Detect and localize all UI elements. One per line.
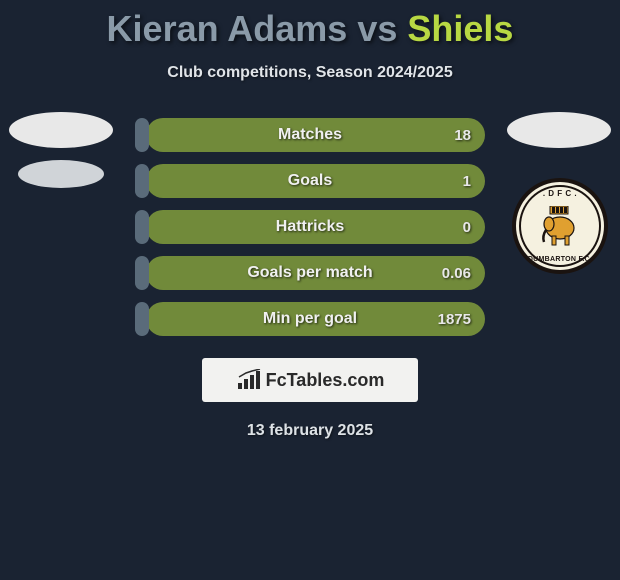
player1-avatar	[6, 112, 116, 188]
stat-row: Min per goal 1875	[135, 302, 485, 336]
brand-box[interactable]: FcTables.com	[202, 358, 418, 402]
stat-label: Hattricks	[276, 218, 344, 236]
stat-label: Goals per match	[247, 264, 372, 282]
avatar-placeholder-icon	[9, 112, 113, 148]
club-badge: . D F C . DUMBARTON F.C.	[512, 178, 608, 274]
stat-value-right: 0	[463, 219, 471, 236]
stat-bar-left	[135, 164, 149, 198]
brand-text: FcTables.com	[266, 370, 385, 391]
stat-value-right: 0.06	[442, 265, 471, 282]
badge-bottom-text: DUMBARTON F.C.	[528, 256, 592, 263]
stat-bar-left	[135, 256, 149, 290]
vs-text: vs	[357, 8, 397, 49]
comparison-title: Kieran Adams vs Shiels	[0, 0, 620, 50]
stat-row: Goals 1	[135, 164, 485, 198]
stat-bar-left	[135, 210, 149, 244]
chart-icon	[236, 369, 262, 391]
elephant-icon	[538, 206, 582, 246]
stat-bar-left	[135, 302, 149, 336]
stat-label: Matches	[278, 126, 342, 144]
player1-name: Kieran Adams	[107, 8, 348, 49]
badge-top-text: . D F C .	[543, 189, 577, 198]
stat-value-right: 1875	[438, 311, 471, 328]
stat-row: Hattricks 0	[135, 210, 485, 244]
player2-avatar	[504, 112, 614, 148]
player2-name: Shiels	[407, 8, 513, 49]
stat-value-right: 1	[463, 173, 471, 190]
subtitle: Club competitions, Season 2024/2025	[0, 64, 620, 82]
stat-bar-left	[135, 118, 149, 152]
stat-label: Goals	[288, 172, 332, 190]
stats-container: Matches 18 Goals 1 Hattricks 0 Goals per match…	[135, 118, 485, 336]
stat-row: Matches 18	[135, 118, 485, 152]
stat-label: Min per goal	[263, 310, 357, 328]
stat-row: Goals per match 0.06	[135, 256, 485, 290]
avatar-placeholder-icon	[507, 112, 611, 148]
badge-inner: . D F C . DUMBARTON F.C.	[519, 185, 601, 267]
avatar-shadow-icon	[18, 160, 104, 188]
date-text: 13 february 2025	[0, 422, 620, 440]
stat-value-right: 18	[454, 127, 471, 144]
